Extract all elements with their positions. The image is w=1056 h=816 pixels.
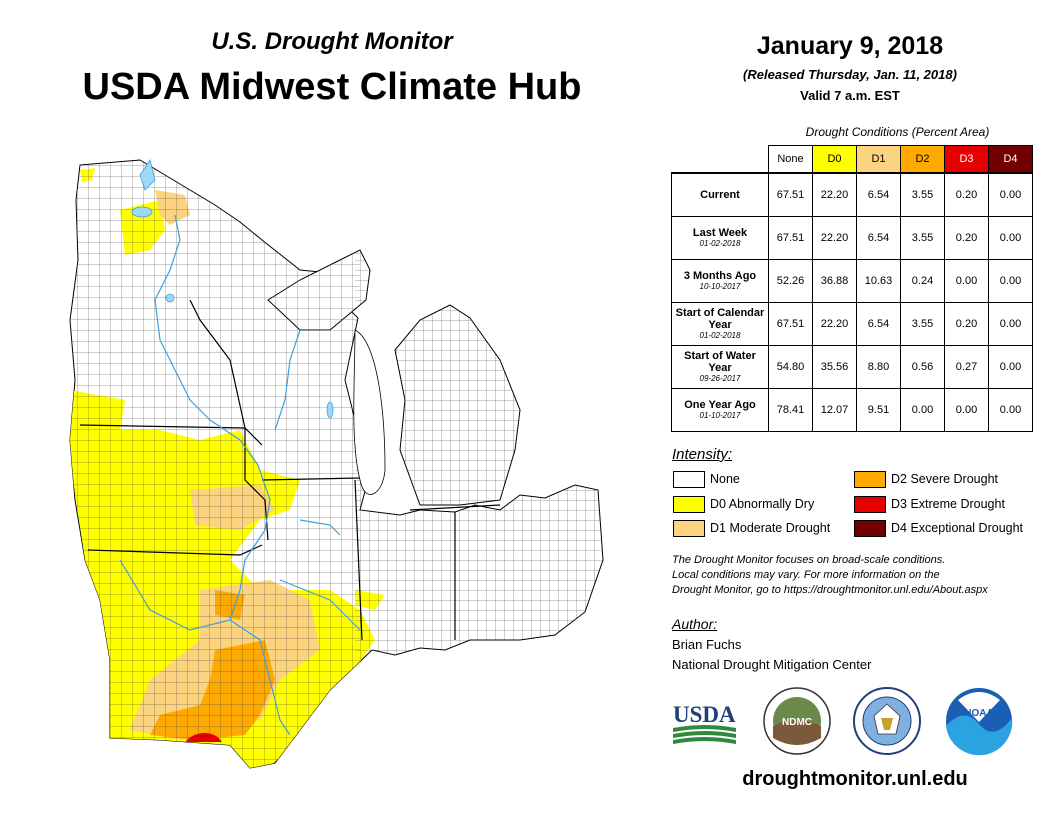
table-cell: 36.88 [812, 259, 857, 303]
svg-text:NDMC: NDMC [782, 717, 812, 728]
legend-swatch-d2 [854, 471, 886, 488]
column-header-d1: D1 [856, 145, 901, 174]
row-label: Start of Water Year 09-26-2017 [671, 345, 769, 389]
table-cell: 3.55 [900, 216, 945, 260]
table-cell: 0.20 [944, 302, 989, 346]
table-cell: 12.07 [812, 388, 857, 432]
table-cell: 6.54 [856, 172, 901, 217]
table-cell: 0.00 [900, 388, 945, 432]
table-row: Start of Water Year 09-26-2017 54.80 35.5… [671, 345, 1033, 389]
row-date: 09-26-2017 [699, 374, 741, 383]
table-cell: 3.55 [900, 172, 945, 217]
table-cell: 54.80 [768, 345, 813, 389]
author-org: National Drought Mitigation Center [672, 657, 872, 672]
table-cell: 52.26 [768, 259, 813, 303]
table-row: 3 Months Ago 10-10-2017 52.26 36.88 10.63… [671, 259, 1033, 303]
table-cell: 0.00 [988, 216, 1033, 260]
legend-label-d0: D0 Abnormally Dry [710, 497, 815, 511]
table-row: Start of Calendar Year 01-02-2018 67.51 2… [671, 302, 1033, 346]
table-cell: 0.24 [900, 259, 945, 303]
table-cell: 0.00 [988, 345, 1033, 389]
author-name: Brian Fuchs [672, 637, 742, 652]
table-cell: 67.51 [768, 302, 813, 346]
usda-logo: USDA [673, 702, 736, 744]
lake-michigan [353, 329, 386, 495]
table-row: Current 67.51 22.20 6.54 3.55 0.20 0.00 [671, 172, 1033, 217]
table-cell: 78.41 [768, 388, 813, 432]
lakes [131, 159, 334, 419]
table-cell: 0.00 [988, 259, 1033, 303]
table-cell: 0.20 [944, 216, 989, 260]
legend-label-d3: D3 Extreme Drought [891, 497, 1005, 511]
row-date: 01-02-2018 [699, 331, 741, 340]
legend-label-d1: D1 Moderate Drought [710, 521, 831, 535]
table-cell: 0.00 [944, 259, 989, 303]
valid-time: Valid 7 a.m. EST [800, 88, 900, 103]
note-line-2: Local conditions may vary. For more info… [672, 569, 940, 581]
table-cell: 10.63 [856, 259, 901, 303]
noaa-logo: NOAA [946, 688, 1013, 756]
table-cell: 22.20 [812, 216, 857, 260]
ndmc-logo: NDMC [763, 687, 831, 755]
table-cell: 0.20 [944, 172, 989, 217]
column-header-none: None [768, 145, 813, 174]
table-cell: 6.54 [856, 216, 901, 260]
table-cell: 3.55 [900, 302, 945, 346]
row-label: One Year Ago 01-10-2017 [671, 388, 769, 432]
author-title: Author: [672, 616, 718, 632]
table-cell: 35.56 [812, 345, 857, 389]
table-row: One Year Ago 01-10-2017 78.41 12.07 9.51 … [671, 388, 1033, 432]
rivers [119, 214, 361, 736]
legend-label-d2: D2 Severe Drought [891, 472, 999, 486]
drought-areas [70, 160, 603, 768]
table-cell: 6.54 [856, 302, 901, 346]
table-cell: 0.00 [944, 388, 989, 432]
table-cell: 0.56 [900, 345, 945, 389]
legend-label-d4: D4 Exceptional Drought [891, 521, 1024, 535]
column-header-d3: D3 [944, 145, 989, 174]
table-cell: 8.80 [856, 345, 901, 389]
legend-swatch-d0 [673, 496, 705, 513]
table-cell: 0.00 [988, 172, 1033, 217]
header-title: USDA Midwest Climate Hub [82, 66, 582, 108]
svg-text:USDA: USDA [673, 702, 736, 727]
map-date: January 9, 2018 [756, 32, 944, 60]
column-header-d0: D0 [812, 145, 857, 174]
legend-label-none: None [710, 472, 740, 486]
row-date: 10-10-2017 [699, 282, 741, 291]
table-row: Last Week 01-02-2018 67.51 22.20 6.54 3.5… [671, 216, 1033, 260]
svg-text:NOAA: NOAA [964, 708, 993, 719]
row-label: 3 Months Ago 10-10-2017 [671, 259, 769, 303]
table-caption: Drought Conditions (Percent Area) [805, 125, 990, 139]
table-cell: 0.00 [988, 388, 1033, 432]
legend-swatch-d3 [854, 496, 886, 513]
note-line-1: The Drought Monitor focuses on broad-sca… [672, 554, 946, 566]
table-cell: 0.27 [944, 345, 989, 389]
table-cell: 9.51 [856, 388, 901, 432]
row-date: 01-10-2017 [699, 411, 741, 420]
table-corner [672, 146, 769, 174]
drought-conditions-table: None D0 D1 D2 D3 D4 Current 67.51 22.20 … [671, 145, 1033, 432]
column-header-d2: D2 [900, 145, 945, 174]
seal-logo [853, 687, 921, 755]
website-url: droughtmonitor.unl.edu [742, 768, 968, 790]
table-cell: 0.00 [988, 302, 1033, 346]
column-header-d4: D4 [988, 145, 1033, 174]
header-subtitle: U.S. Drought Monitor [211, 28, 453, 55]
row-label: Last Week 01-02-2018 [671, 216, 769, 260]
row-label: Current [671, 172, 769, 217]
drought-map [69, 159, 604, 769]
release-date: (Released Thursday, Jan. 11, 2018) [743, 67, 957, 82]
legend-swatch-d1 [673, 520, 705, 537]
row-date: 01-02-2018 [699, 239, 741, 248]
legend-swatch-none [673, 471, 705, 488]
table-cell: 67.51 [768, 216, 813, 260]
table-cell: 22.20 [812, 172, 857, 217]
legend-swatch-d4 [854, 520, 886, 537]
intensity-title: Intensity: [672, 446, 733, 463]
table-cell: 22.20 [812, 302, 857, 346]
table-cell: 67.51 [768, 172, 813, 217]
note-line-3: Drought Monitor, go to https://droughtmo… [672, 584, 988, 596]
row-label: Start of Calendar Year 01-02-2018 [671, 302, 769, 346]
